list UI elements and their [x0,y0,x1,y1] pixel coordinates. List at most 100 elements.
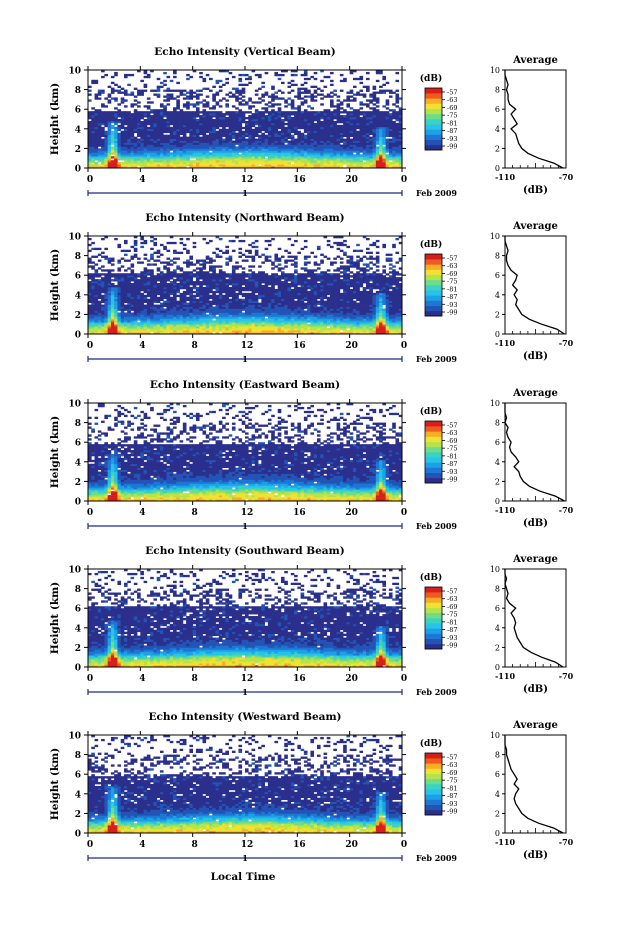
heatmap-cell [97,109,102,112]
heatmap-cell [205,95,210,98]
heatmap-cell [163,89,167,92]
heatmap-cell [290,83,295,87]
heatmap-cell [215,101,220,104]
heatmap-cell [245,73,249,77]
heatmap-cell [303,77,308,81]
heatmap-cell [163,79,167,83]
heatmap-cell [330,79,334,83]
colorbar-segment [425,113,442,120]
heatmap-cell [369,99,373,102]
heatmap-cell [110,162,115,165]
heatmap-cell [163,71,167,75]
heatmap-cell [159,166,164,169]
heatmap-cell [359,89,364,92]
heatmap-cell [320,162,324,165]
heatmap-cell [372,91,377,94]
heatmap-cell [343,77,347,81]
heatmap-cell [267,111,272,114]
heatmap-cell [261,162,265,165]
heatmap-cell [323,166,328,169]
heatmap-cell [241,111,246,114]
heatmap-cell [218,105,223,108]
heatmap-cell [300,132,305,136]
heatmap-cell [287,91,292,94]
heatmap-cell [336,103,341,106]
heatmap-cell [104,97,108,100]
heatmap-cell [241,73,246,77]
heatmap-cell [290,134,295,137]
heatmap-cell [277,166,282,169]
x-tick-label: 4 [139,175,145,185]
heatmap-cell [326,164,331,167]
colorbar-segment [425,144,442,151]
heatmap-cell [356,130,360,134]
heatmap-cell [346,91,351,94]
heatmap-cell [238,154,243,157]
heatmap-cell [137,89,141,92]
y-axis-label: Height (km) [49,83,61,155]
heatmap-cell [251,113,256,116]
heatmap-cell [166,162,171,165]
heatmap-cell [258,87,262,90]
heatmap-cell [212,320,216,323]
heatmap-cell [349,95,354,98]
heatmap-cell [114,164,118,167]
heatmap-cell [316,306,321,309]
heatmap-cell [290,79,295,83]
heatmap-cell [137,162,141,165]
heatmap-cell [294,138,298,141]
heatmap-cell [323,162,328,165]
heatmap-cell [133,99,138,102]
panel-title: Echo Intensity (Vertical Beam) [154,46,335,58]
heatmap-cell [120,130,125,134]
heatmap-cell [359,166,364,169]
heatmap-cell [316,111,321,114]
heatmap-cell [294,166,298,169]
heatmap-cell [359,117,364,120]
heatmap-cell [150,101,154,104]
heatmap-cell [182,89,187,92]
heatmap-cell [120,91,125,94]
heatmap-cell [245,164,249,167]
heatmap-cell [245,162,249,165]
heatmap-cell [235,166,239,169]
heatmap-cell [88,166,92,169]
heatmap-cell [241,83,246,87]
heatmap-cell [261,166,265,169]
heatmap-cell [264,318,269,321]
heatmap-cell [186,101,190,104]
heatmap-cell [395,111,400,114]
heatmap-cell [385,99,390,102]
heatmap-cell [349,166,354,169]
heatmap-cell [388,138,393,141]
heatmap-cell [362,103,367,106]
heatmap-cell [186,95,190,98]
heatmap-cell [169,160,174,163]
heatmap-cell [352,154,357,157]
heatmap-cell [123,99,128,102]
heatmap-cell [163,134,167,137]
heatmap-cell [277,107,282,110]
heatmap-cell [156,160,161,163]
heatmap-cell [192,111,197,114]
heatmap-cell [300,164,305,167]
heatmap-cell [303,99,308,102]
heatmap-cell [195,107,200,110]
heatmap-cell [372,107,377,110]
heatmap-cell [382,105,386,108]
heatmap-cell [192,164,197,167]
heatmap-cell [209,300,213,303]
heatmap-cell [375,109,380,112]
heatmap-cell [280,111,285,114]
heatmap-cell [159,162,164,165]
heatmap-cell [382,89,386,92]
heatmap-cell [104,162,108,165]
heatmap-cell [159,81,164,85]
heatmap-cell [339,144,344,147]
heatmap-cell [127,160,131,163]
heatmap-cell [205,164,210,167]
heatmap-cell [146,97,151,100]
heatmap-cell [133,166,138,169]
heatmap-cell [143,89,148,92]
heatmap-cell [349,99,354,102]
